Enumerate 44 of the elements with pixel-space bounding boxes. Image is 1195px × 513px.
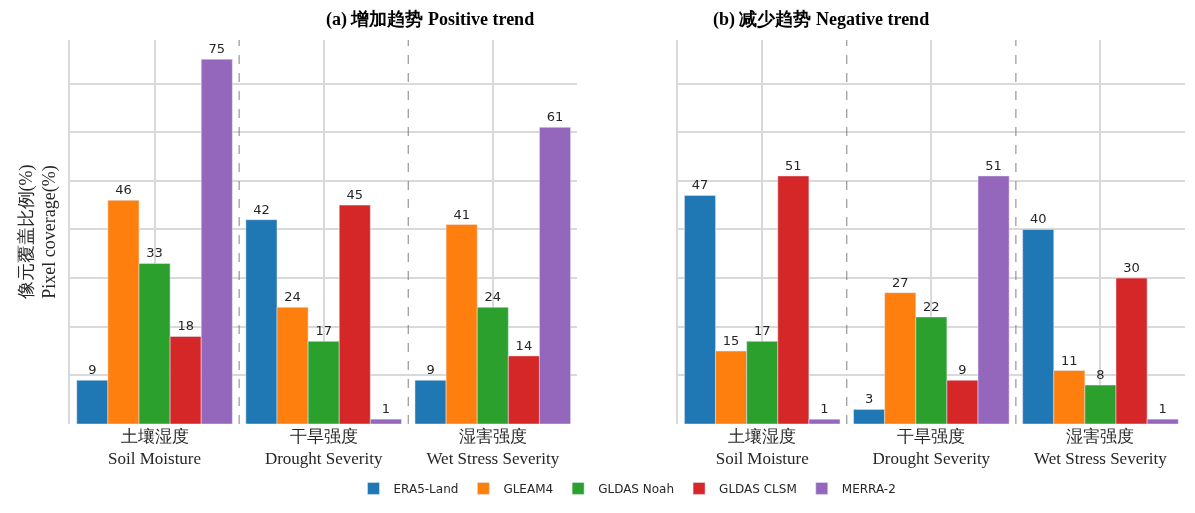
x-tick-label: 土壤湿度 Soil Moisture — [715, 427, 809, 469]
data-label: 3 — [864, 391, 874, 407]
data-label: 40 — [1029, 211, 1047, 227]
data-label: 30 — [1123, 260, 1140, 276]
x-tick-label: 土壤湿度 Soil Moisture — [108, 427, 202, 469]
data-label: 42 — [253, 201, 270, 217]
data-label: 8 — [1096, 367, 1105, 383]
data-label: 14 — [515, 337, 533, 353]
data-label: 9 — [88, 362, 97, 378]
data-label: 51 — [985, 157, 1002, 173]
data-label: 17 — [315, 323, 332, 339]
data-label: 41 — [453, 206, 470, 222]
data-label: 9 — [426, 362, 435, 378]
data-label: 1 — [820, 401, 829, 417]
data-label: 11 — [1061, 352, 1078, 368]
data-label: 33 — [146, 245, 163, 261]
legend-label: GLEAM4 — [503, 482, 554, 497]
data-label: 45 — [346, 187, 364, 203]
data-label: 1 — [1158, 401, 1167, 417]
data-label: 75 — [208, 41, 226, 57]
legend-label: ERA5-Land — [393, 482, 459, 497]
data-label: 1 — [381, 401, 391, 417]
data-label: 18 — [177, 318, 194, 334]
data-label: 24 — [284, 289, 301, 305]
data-label: 9 — [958, 362, 967, 378]
legend-label: MERRA-2 — [841, 482, 896, 497]
legend-label: GLDAS CLSM — [719, 482, 797, 497]
x-tick-label: 干旱强度 Drought Severity — [872, 427, 991, 469]
data-label: 27 — [891, 274, 909, 290]
data-label: 17 — [753, 323, 771, 339]
chart-title: (b) 减少趋势 Negative trend — [713, 9, 930, 30]
data-label: 15 — [722, 333, 740, 349]
x-tick-label: 湿害强度 Wet Stress Severity — [1034, 427, 1168, 469]
data-label: 51 — [785, 157, 802, 173]
data-label: 61 — [546, 109, 564, 125]
data-label: 24 — [484, 289, 502, 305]
legend-label: GLDAS Noah — [598, 482, 675, 497]
data-label: 46 — [115, 182, 132, 198]
data-label: 47 — [691, 177, 709, 193]
x-tick-label: 干旱强度 Drought Severity — [264, 427, 383, 469]
data-label: 22 — [923, 298, 940, 314]
y-axis-title: 像元覆盖比例(%) Pixel coverage(%) — [15, 164, 60, 300]
x-tick-label: 湿害强度 Wet Stress Severity — [426, 427, 560, 469]
chart-title: (a) 增加趋势 Positive trend — [326, 9, 535, 30]
